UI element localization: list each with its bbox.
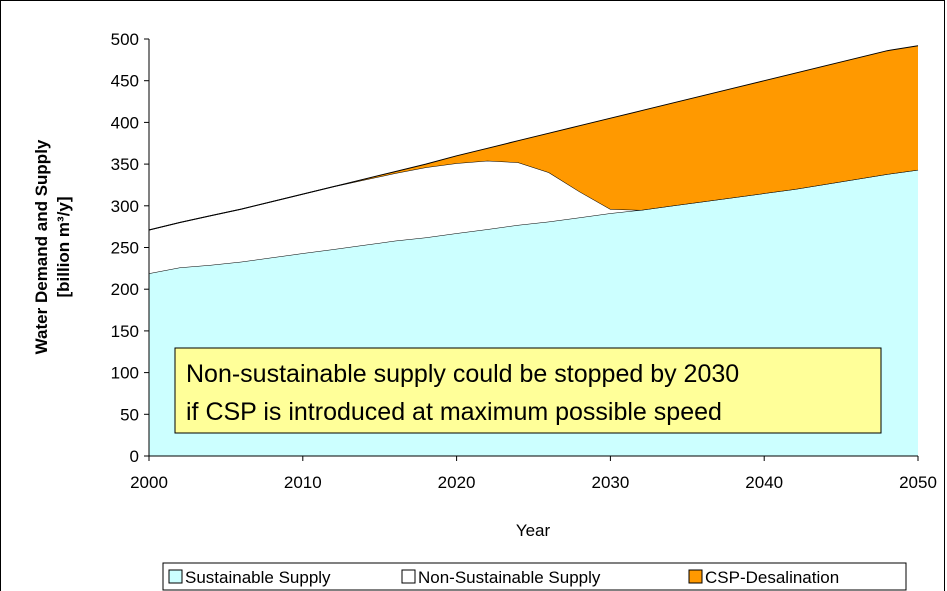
y-tick-labels: 0 50 100 150 200 250 300 350 400 450 500 (111, 30, 139, 466)
legend: Sustainable Supply Non-Sustainable Suppl… (162, 562, 907, 591)
y-tick-label: 0 (130, 447, 139, 466)
x-tick-label: 2000 (130, 473, 168, 492)
line-csp-desalination (148, 45, 919, 231)
annotation-background (174, 347, 882, 434)
x-tick-label: 2030 (591, 473, 629, 492)
area-non-sustainable-supply (149, 160, 918, 274)
legend-swatch-non-sustainable-supply (401, 569, 416, 584)
x-tick-label: 2010 (284, 473, 322, 492)
y-tick-label: 200 (111, 280, 139, 299)
y-tick-label: 50 (120, 405, 139, 424)
x-tick-label: 2050 (899, 473, 937, 492)
y-tick-label: 450 (111, 72, 139, 91)
annotation-line-2: if CSP is introduced at maximum possible… (186, 398, 722, 426)
y-axis-label-line-2: [billion m³/y] (54, 196, 73, 297)
y-tick-label: 250 (111, 239, 139, 258)
y-tick-label: 150 (111, 322, 139, 341)
y-tick-label: 350 (111, 155, 139, 174)
annotation-line-1: Non-sustainable supply could be stopped … (186, 360, 739, 388)
area-csp-desalination (149, 45, 918, 231)
legend-box (162, 562, 907, 591)
y-axis-label: Water Demand and Supply [billion m³/y] (32, 139, 73, 354)
axes (144, 38, 919, 461)
legend-label-sustainable-supply: Sustainable Supply (185, 568, 331, 587)
legend-label-non-sustainable-supply: Non-Sustainable Supply (418, 568, 601, 587)
x-axis-label: Year (516, 521, 551, 540)
annotation-box: Non-sustainable supply could be stopped … (174, 347, 882, 434)
x-tick-label: 2040 (745, 473, 783, 492)
legend-label-csp-desalination: CSP-Desalination (705, 568, 839, 587)
y-tick-label: 500 (111, 30, 139, 49)
legend-swatch-sustainable-supply (168, 569, 183, 584)
legend-swatch-csp-desalination (688, 569, 703, 584)
y-tick-label: 300 (111, 197, 139, 216)
y-tick-label: 400 (111, 113, 139, 132)
x-tick-label: 2020 (438, 473, 476, 492)
x-tick-labels: 2000 2010 2020 2030 2040 2050 (130, 473, 937, 492)
y-axis-label-line-1: Water Demand and Supply (32, 139, 51, 354)
y-tick-label: 100 (111, 364, 139, 383)
